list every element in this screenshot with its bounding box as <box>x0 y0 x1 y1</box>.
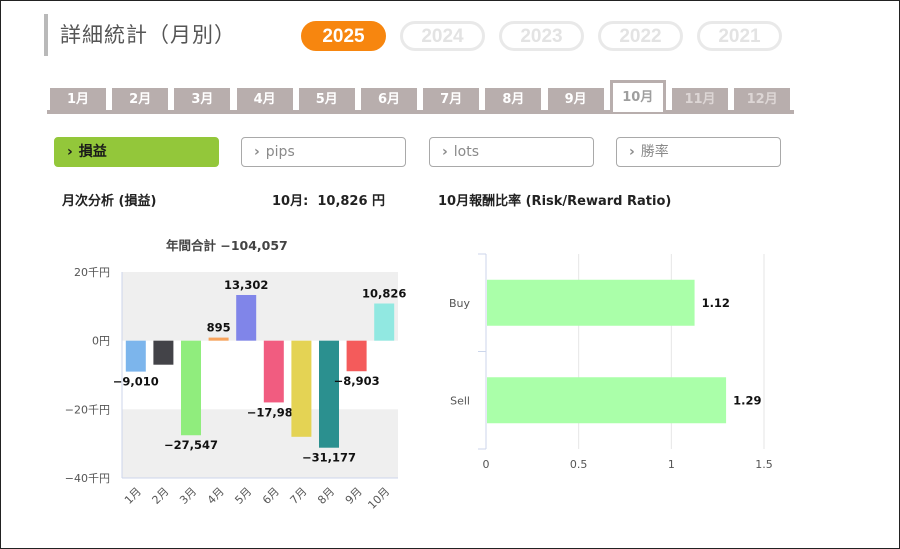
x-tick-label: 8月 <box>315 485 337 507</box>
year-tab-2023[interactable]: 2023 <box>499 21 584 51</box>
y-tick-label: 20千円 <box>74 266 110 279</box>
data-label: −31,177 <box>302 451 356 465</box>
data-label: 13,302 <box>224 278 268 292</box>
page-title: 詳細統計（月別） <box>44 14 236 56</box>
x-tick-label: 2月 <box>150 485 172 507</box>
bar-10月 <box>374 303 395 341</box>
year-selector: 2025 2024 2023 2022 2021 <box>301 21 782 51</box>
tab-month-2[interactable]: 2月 <box>112 88 169 112</box>
x-tick-label: 0.5 <box>570 458 588 471</box>
y-tick-label: −20千円 <box>65 403 110 416</box>
metric-button-1[interactable]: › 損益 <box>54 137 219 167</box>
data-label: −17,988 <box>247 405 301 419</box>
bar-8月 <box>319 340 339 448</box>
metric-button-3[interactable]: › lots <box>429 137 594 167</box>
chevron-right-icon: › <box>442 144 448 160</box>
x-tick-label: 4月 <box>205 485 227 507</box>
metric-label: lots <box>453 144 480 160</box>
data-label: 1.29 <box>733 393 761 407</box>
chevron-right-icon: › <box>254 144 260 160</box>
bar-9月 <box>346 340 367 372</box>
metric-button-2[interactable]: › pips <box>241 137 406 167</box>
annual-total: 年間合計 −104,057 <box>166 238 288 253</box>
metric-label: 損益 <box>78 144 107 160</box>
tab-month-12[interactable]: 12月 <box>734 88 791 112</box>
tab-month-11[interactable]: 11月 <box>672 88 728 112</box>
plot-band <box>122 409 398 478</box>
year-tab-2021[interactable]: 2021 <box>697 21 782 51</box>
bar-3月 <box>181 340 201 436</box>
year-tab-2022[interactable]: 2022 <box>598 21 683 51</box>
x-tick-label: 6月 <box>260 485 282 507</box>
tab-month-9[interactable]: 9月 <box>547 88 604 112</box>
x-tick-label: 7月 <box>288 485 310 507</box>
year-tab-2025[interactable]: 2025 <box>301 21 386 51</box>
ratio-chart-title: 10月報酬比率 (Risk/Reward Ratio) <box>438 194 672 209</box>
current-month-value: 10,826 円 <box>317 194 386 209</box>
tab-month-4[interactable]: 4月 <box>236 88 293 112</box>
bar-1月 <box>125 340 146 372</box>
tab-month-7[interactable]: 7月 <box>423 88 480 112</box>
y-tick-label: −40千円 <box>65 472 110 485</box>
data-label: −27,547 <box>164 438 218 452</box>
bar-Sell <box>487 377 727 424</box>
bar-Buy <box>487 279 695 326</box>
data-label: 895 <box>207 321 231 335</box>
x-tick-label: 3月 <box>177 485 199 507</box>
chevron-right-icon: › <box>67 144 73 160</box>
x-tick-label: 5月 <box>232 485 254 507</box>
tab-month-3[interactable]: 3月 <box>174 88 231 112</box>
y-tick-label: 0円 <box>92 335 110 348</box>
tab-month-10[interactable]: 10月 <box>609 80 666 112</box>
monthly-analysis-heading: 月次分析 (損益) <box>62 194 157 209</box>
data-label: −8,903 <box>334 374 380 388</box>
category-label: Buy <box>449 297 471 310</box>
month-tabs-baseline <box>47 110 794 114</box>
bar-4月 <box>208 337 229 341</box>
bar-2月 <box>153 340 174 365</box>
x-tick-label: 9月 <box>343 485 365 507</box>
metric-label: 勝率 <box>640 144 669 160</box>
tab-month-5[interactable]: 5月 <box>298 88 355 112</box>
bar-5月 <box>236 294 257 341</box>
bar-6月 <box>263 340 284 403</box>
x-tick-label: 1 <box>668 458 675 471</box>
month-tabs: 1月 2月 3月 4月 5月 6月 7月 8月 9月 10月 11月 12月 <box>47 80 794 114</box>
metric-button-4[interactable]: › 勝率 <box>616 137 781 167</box>
x-tick-label: 1月 <box>122 485 144 507</box>
plot-band <box>122 272 398 341</box>
tab-month-8[interactable]: 8月 <box>485 88 542 112</box>
bar-7月 <box>291 340 312 437</box>
chevron-right-icon: › <box>629 144 635 160</box>
tab-month-1[interactable]: 1月 <box>50 88 106 112</box>
current-month-prefix: 10月: <box>272 194 309 209</box>
data-label: 1.12 <box>702 296 730 310</box>
year-tab-2024[interactable]: 2024 <box>400 21 485 51</box>
metric-label: pips <box>265 144 295 160</box>
x-tick-label: 1.5 <box>755 458 773 471</box>
data-label: 10,826 <box>362 286 406 300</box>
tab-month-6[interactable]: 6月 <box>361 88 417 112</box>
category-label: Sell <box>450 394 470 407</box>
data-label: −9,010 <box>113 375 159 389</box>
x-tick-label: 0 <box>483 458 490 471</box>
x-tick-label: 10月 <box>365 485 392 512</box>
current-month-summary: 10月: 10,826 円 <box>272 190 385 209</box>
